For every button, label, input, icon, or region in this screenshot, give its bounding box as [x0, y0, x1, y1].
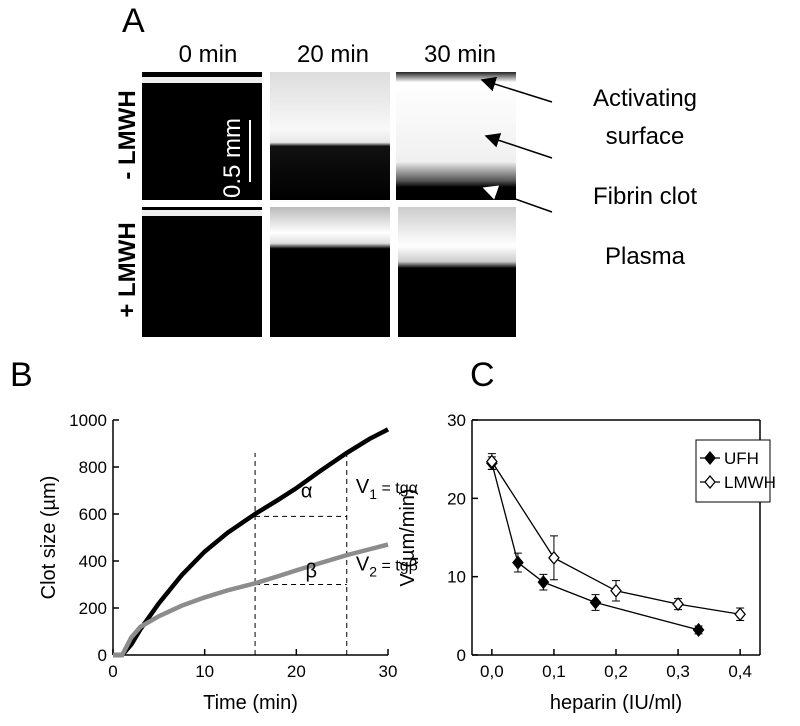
image — [398, 207, 516, 337]
x-tick-label: 0,3 — [666, 662, 690, 681]
panel-label: B — [10, 356, 33, 394]
image — [270, 72, 390, 200]
marker — [692, 622, 705, 637]
y-tick-label: 400 — [79, 552, 107, 571]
annotation-sub: 1 — [369, 486, 377, 502]
x-tick-label: 20 — [287, 662, 306, 681]
panel-label: A — [122, 2, 145, 40]
time-label: 0 min — [179, 41, 238, 68]
annotation: surface — [606, 123, 685, 150]
image — [396, 72, 516, 200]
marker — [589, 595, 602, 610]
x-tick-label: 0,2 — [604, 662, 628, 681]
marker — [537, 575, 550, 590]
image-band — [142, 77, 262, 83]
marker — [672, 597, 684, 612]
arrow — [480, 76, 553, 103]
marker — [610, 583, 622, 598]
x-tick-label: 0,4 — [728, 662, 752, 681]
series-line — [113, 427, 390, 658]
annotation: Fibrin clot — [593, 183, 697, 210]
marker — [734, 607, 746, 622]
x-tick-label: 10 — [195, 662, 214, 681]
image-band — [142, 210, 262, 216]
annotation-sub: 2 — [369, 563, 377, 579]
image — [142, 72, 262, 200]
annotation-rest: = tgα — [377, 480, 418, 497]
scale-label: 0.5 mm — [219, 118, 246, 198]
series-line — [113, 542, 389, 658]
legend-label: LMWH — [724, 473, 776, 492]
x-axis-label: heparin (IU/ml) — [550, 692, 682, 714]
annotation-rest: = tgβ — [377, 557, 418, 574]
arrow — [482, 185, 553, 213]
y-axis-label: V (µm/min) — [397, 488, 419, 586]
annotation-main: V — [356, 476, 370, 498]
row-label: - LMWH — [114, 90, 141, 179]
y-tick-label: 800 — [79, 458, 107, 477]
y-tick-label: 0 — [98, 646, 107, 665]
x-tick-label: 0,1 — [542, 662, 566, 681]
y-tick-label: 20 — [447, 489, 466, 508]
marker — [548, 550, 560, 565]
time-label: 30 min — [424, 41, 496, 68]
image — [142, 207, 262, 337]
annotation: V1 = tgα — [356, 476, 418, 502]
x-tick-label: 0,0 — [480, 662, 504, 681]
arrow — [484, 133, 553, 159]
y-tick-label: 10 — [447, 568, 466, 587]
annotation: V2 = tgβ — [356, 553, 418, 579]
annotation-main: V — [356, 553, 370, 575]
marker — [486, 454, 498, 469]
image — [270, 207, 390, 337]
legend-marker — [704, 474, 716, 490]
annotation: α — [301, 481, 313, 503]
time-label: 20 min — [297, 41, 369, 68]
y-tick-label: 1000 — [69, 411, 107, 430]
y-tick-label: 0 — [457, 646, 466, 665]
x-tick-label: 30 — [379, 662, 398, 681]
legend-label: UFH — [724, 449, 759, 468]
x-tick-label: 0 — [108, 662, 117, 681]
legend-box — [695, 439, 771, 503]
y-tick-label: 600 — [79, 505, 107, 524]
annotation: β — [306, 560, 318, 582]
annotation: Plasma — [605, 243, 686, 270]
annotation: Activating — [593, 85, 697, 112]
marker — [512, 555, 524, 570]
panel-label: C — [470, 356, 495, 394]
row-label: + LMWH — [114, 222, 141, 317]
y-axis-label: Clot size (µm) — [38, 476, 60, 600]
y-tick-label: 30 — [447, 411, 466, 430]
x-axis-label: Time (min) — [203, 692, 298, 714]
legend-marker — [704, 450, 716, 466]
y-tick-label: 200 — [79, 599, 107, 618]
